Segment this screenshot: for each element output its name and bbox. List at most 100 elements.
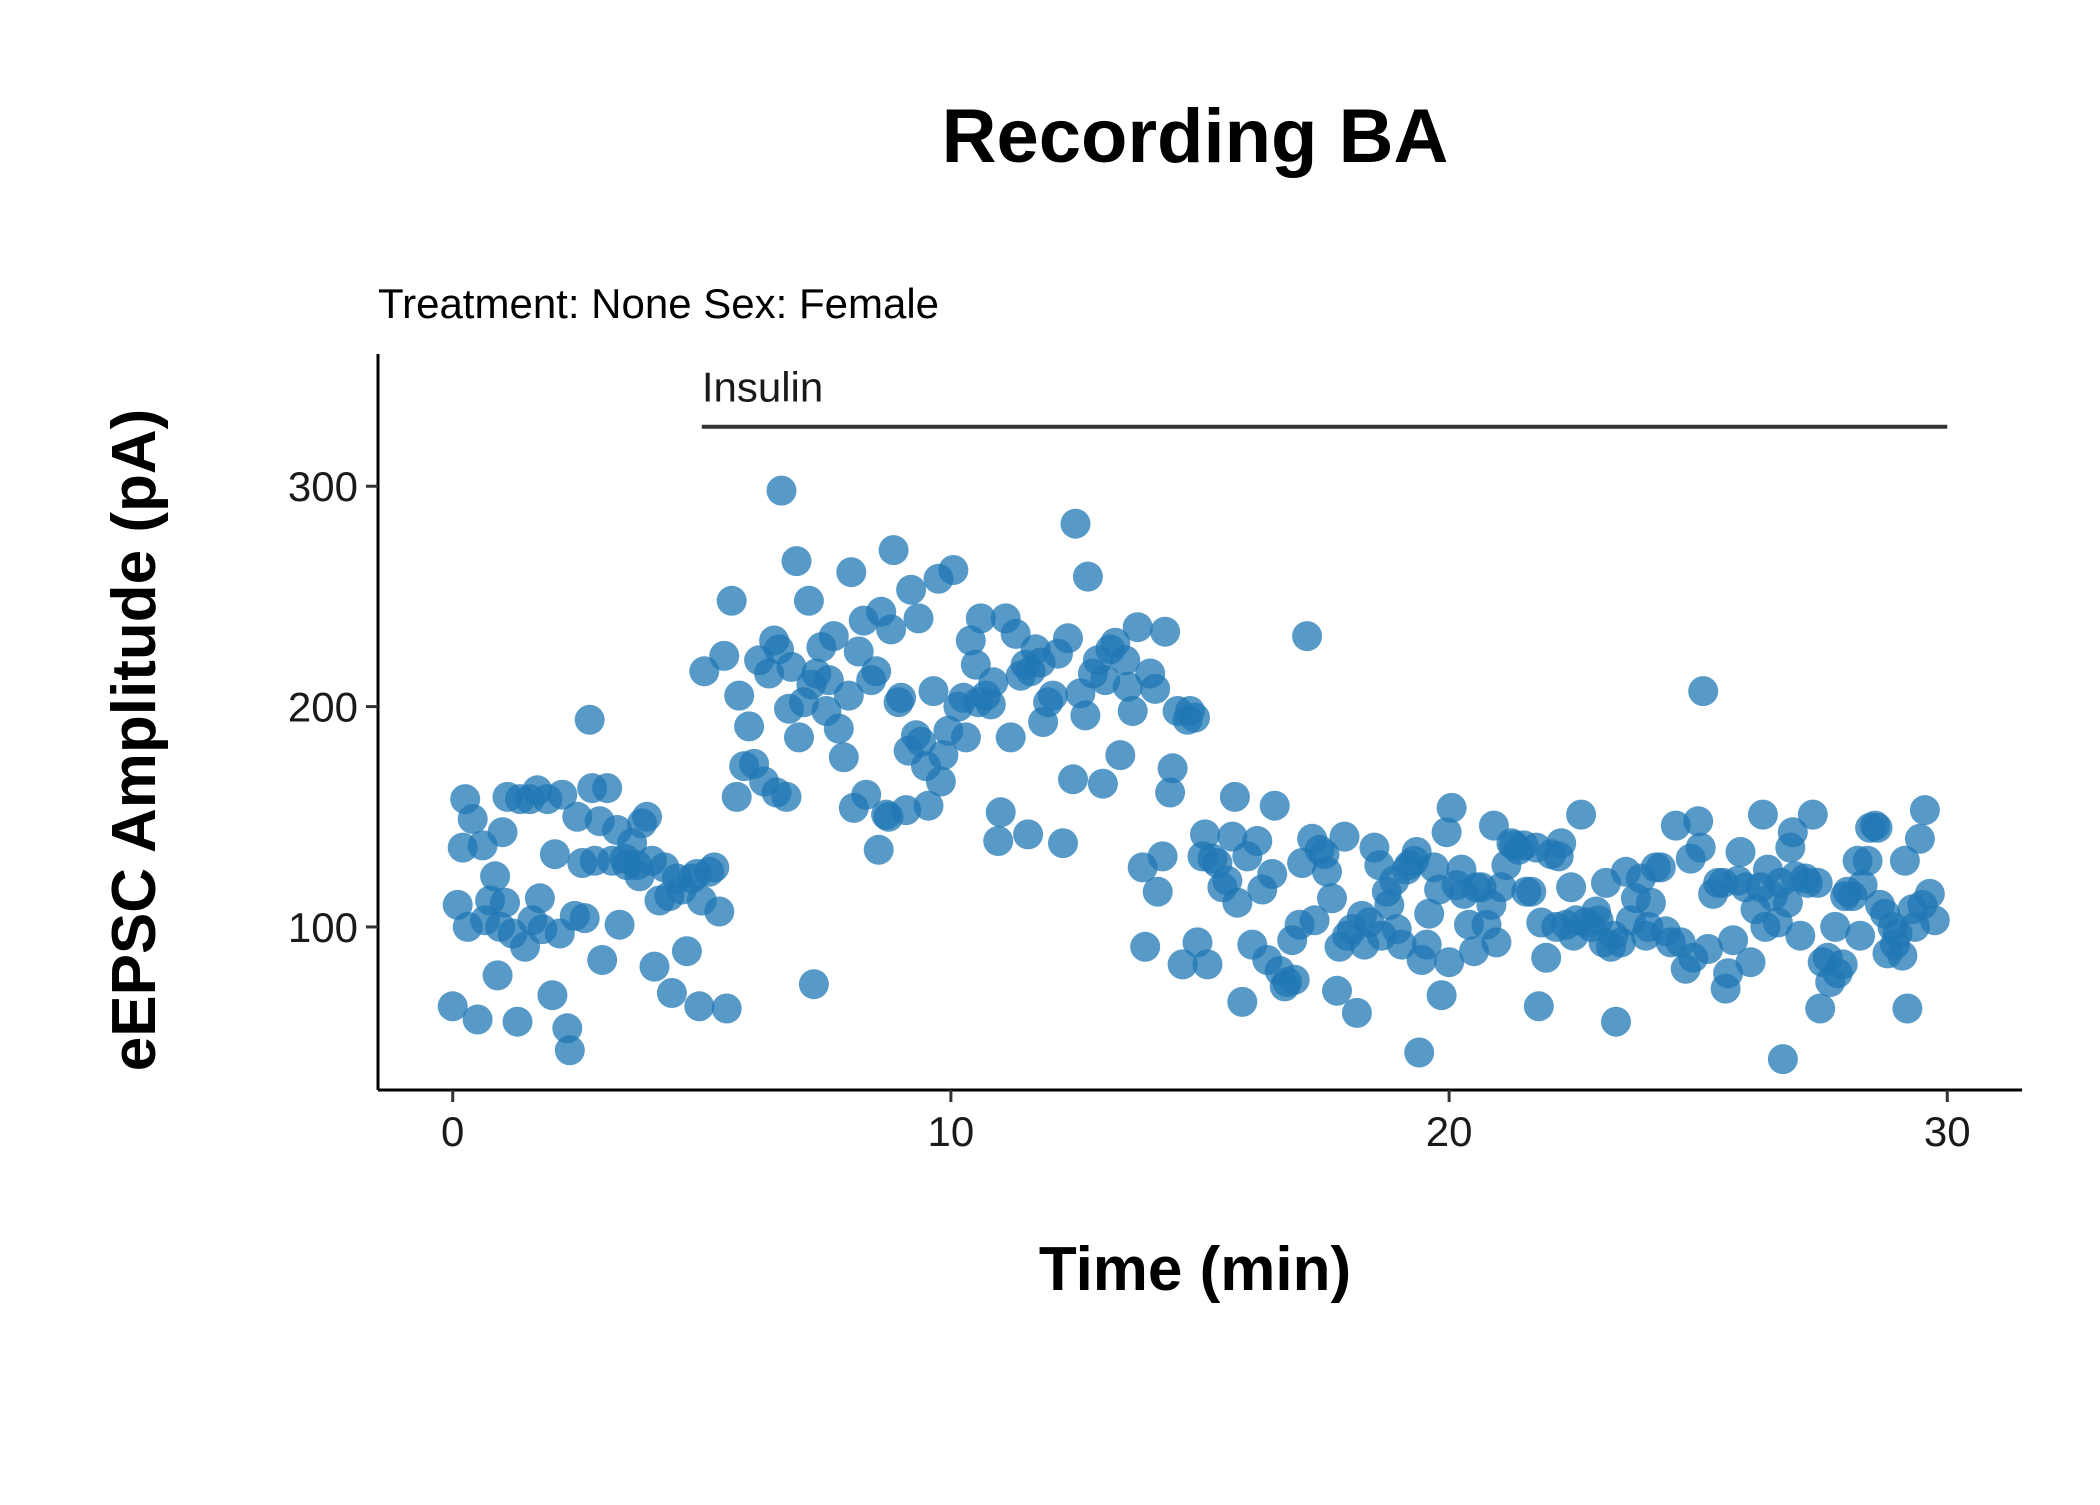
data-point xyxy=(1645,852,1676,883)
data-point xyxy=(721,781,752,812)
data-point xyxy=(861,656,892,687)
x-tick-label: 30 xyxy=(1924,1108,1971,1155)
data-point xyxy=(1889,845,1920,876)
data-point xyxy=(562,801,593,832)
data-point xyxy=(1142,876,1173,907)
data-point xyxy=(1777,817,1808,848)
data-point xyxy=(1257,859,1288,889)
data-point xyxy=(918,676,949,707)
data-point xyxy=(1087,768,1118,799)
data-point xyxy=(490,887,520,918)
data-point xyxy=(537,980,568,1011)
y-axis-ticks: 100 200 300 xyxy=(288,463,378,951)
data-point xyxy=(684,991,715,1022)
data-point xyxy=(1685,832,1716,863)
y-axis-title: eEPSC Amplitude (pA) xyxy=(100,409,169,1072)
data-point xyxy=(1845,920,1876,951)
data-point xyxy=(771,781,802,812)
data-point xyxy=(1414,898,1445,929)
data-point xyxy=(1852,845,1883,876)
data-point xyxy=(851,779,882,810)
data-point xyxy=(1847,870,1878,901)
chart-title: Recording BA xyxy=(942,94,1449,179)
data-point xyxy=(978,667,1009,698)
y-tick-label: 300 xyxy=(288,463,358,510)
data-point xyxy=(1827,949,1858,980)
data-point xyxy=(906,726,936,757)
data-point xyxy=(1259,790,1290,821)
data-point xyxy=(1747,799,1778,830)
data-point xyxy=(1887,940,1918,971)
data-point xyxy=(1660,810,1691,841)
data-point xyxy=(1909,795,1940,826)
data-point xyxy=(457,804,488,834)
data-point xyxy=(876,614,907,645)
data-point xyxy=(1546,828,1577,859)
data-point xyxy=(913,790,944,821)
data-point xyxy=(798,969,829,1000)
data-point xyxy=(1805,993,1836,1024)
data-point xyxy=(1322,975,1352,1006)
data-point xyxy=(1192,949,1223,980)
data-point xyxy=(843,636,874,667)
data-point xyxy=(1167,949,1198,980)
data-point xyxy=(1635,887,1666,918)
data-point xyxy=(480,861,511,892)
data-point xyxy=(724,680,755,711)
data-points xyxy=(437,475,1950,1075)
data-point xyxy=(818,621,849,652)
data-point xyxy=(1735,947,1766,978)
data-point xyxy=(1725,837,1756,867)
x-axis-ticks: 0 10 20 30 xyxy=(441,1090,1971,1155)
data-point xyxy=(1802,867,1833,898)
data-point xyxy=(1122,612,1153,643)
data-point xyxy=(1431,817,1462,848)
data-point xyxy=(1155,777,1186,808)
data-point xyxy=(734,711,765,742)
data-point xyxy=(878,535,909,566)
data-point xyxy=(983,826,1014,856)
data-point xyxy=(1601,1006,1631,1037)
data-point xyxy=(925,766,956,797)
data-point xyxy=(711,993,742,1024)
data-point xyxy=(1157,753,1188,784)
data-point xyxy=(437,991,468,1022)
data-point xyxy=(1292,621,1323,652)
data-point xyxy=(1150,616,1181,647)
data-point xyxy=(1426,980,1457,1011)
data-point xyxy=(1718,925,1749,956)
data-point xyxy=(656,978,687,1008)
data-point xyxy=(903,603,934,634)
data-point xyxy=(1112,671,1143,702)
data-point xyxy=(1374,889,1405,920)
data-point xyxy=(1772,887,1803,918)
data-point xyxy=(1516,876,1547,907)
data-point xyxy=(547,779,578,810)
data-point xyxy=(1862,812,1893,843)
data-point xyxy=(632,801,662,832)
data-point xyxy=(965,603,996,634)
data-point xyxy=(1219,781,1250,812)
x-tick-label: 0 xyxy=(441,1108,464,1155)
x-tick-label: 20 xyxy=(1426,1108,1473,1155)
data-point xyxy=(1434,947,1465,978)
data-point xyxy=(1312,856,1342,887)
data-point xyxy=(793,585,824,616)
data-point xyxy=(462,1004,493,1035)
data-point xyxy=(1904,823,1935,854)
data-point xyxy=(1299,905,1330,936)
data-point xyxy=(1683,806,1714,837)
data-point xyxy=(1317,883,1347,914)
data-point xyxy=(1556,872,1587,903)
data-point xyxy=(1090,665,1121,696)
data-point xyxy=(709,640,740,671)
data-point xyxy=(639,951,670,982)
insulin-label: Insulin xyxy=(702,364,823,411)
data-point xyxy=(975,689,1006,720)
data-point xyxy=(896,574,927,605)
data-point xyxy=(671,936,702,967)
data-point xyxy=(1117,696,1148,726)
data-point xyxy=(524,883,555,914)
